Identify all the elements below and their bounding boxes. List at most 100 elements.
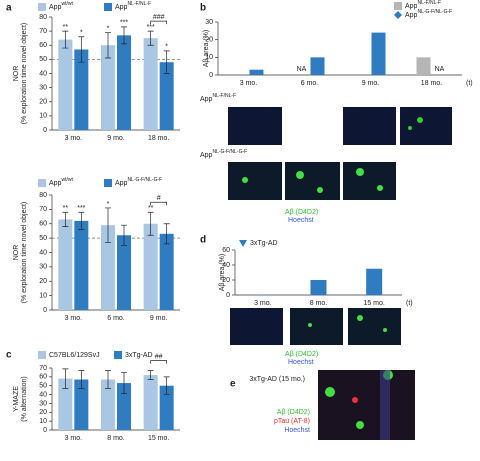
significance: # (157, 195, 161, 202)
significance: ### (153, 14, 165, 21)
y-tick-label: 70 (39, 28, 47, 35)
x-tick-label: 3 mo. (254, 300, 272, 307)
significance: * (107, 201, 110, 208)
legend-marker (38, 179, 46, 187)
x-tick-label: 15 mo. (363, 300, 384, 307)
panel-label: a (6, 3, 12, 14)
y-tick-label: 40 (39, 249, 47, 256)
row-label: AppNL-G-F/NL-G-F (200, 149, 247, 159)
stain-label: pTau (AT-8) (274, 418, 310, 425)
y-axis-label: NOR (13, 66, 20, 82)
y-tick-label: 10 (39, 113, 47, 120)
y-tick-label: 0 (43, 307, 47, 314)
x-tick-label: 3 mo. (65, 135, 83, 142)
x-tick-label: 18 mo. (148, 135, 169, 142)
x-tick-label: 9 mo. (150, 315, 168, 322)
stain-label: Aβ (D4D2) (285, 209, 318, 216)
bar (58, 219, 72, 310)
legend-label: NL-F/NL-F (417, 0, 441, 6)
legend-label: App (49, 4, 62, 11)
legend-label: wt/wt (61, 1, 73, 7)
bar (372, 33, 386, 75)
x-tick-label: 9 mo. (107, 135, 125, 142)
y-tick-label: 70 (39, 206, 47, 213)
y-tick-label: 30 (39, 264, 47, 271)
bar (74, 221, 88, 310)
x-unit: (t) (406, 300, 413, 307)
significance: *** (77, 205, 85, 212)
y-axis-label: Y-MAZE (13, 386, 20, 412)
panel-title: 3xTg-AD (15 mo.) (249, 376, 305, 383)
y-tick-label: 60 (222, 247, 230, 254)
value-label: NA (297, 66, 307, 73)
y-tick-label: 60 (39, 42, 47, 49)
y-tick-label: 50 (39, 383, 47, 390)
legend-marker (38, 3, 46, 11)
y-tick-label: 20 (39, 409, 47, 416)
significance: * (107, 25, 110, 32)
legend-label: 3xTg-AD (125, 352, 153, 359)
x-tick-label: 3 mo. (240, 80, 258, 87)
stain-label: Aβ (D4D2) (277, 409, 310, 416)
x-tick-label: 15 mo. (148, 435, 169, 442)
bar (250, 70, 264, 75)
y-tick-label: 30 (39, 84, 47, 91)
stain-label: Hoechst (284, 427, 310, 434)
legend-label: 3xTg-AD (125, 352, 153, 359)
micrographs (228, 107, 452, 440)
legend-label: NL-F/NL-F (127, 1, 151, 7)
legend-label: App (49, 180, 62, 187)
y-tick-label: 20 (39, 99, 47, 106)
legend-label: NL-G-F/NL-G-F (417, 9, 452, 15)
bracket (151, 361, 167, 364)
significance: ** (63, 205, 69, 212)
y-tick-label: 50 (39, 235, 47, 242)
x-tick-label: 8 mo. (310, 300, 328, 307)
legend-marker (239, 240, 247, 247)
x-tick-label: 9 mo. (362, 80, 380, 87)
bar (58, 40, 72, 130)
y-tick-label: 40 (39, 70, 47, 77)
bar (144, 38, 158, 130)
y-tick-label: 30 (39, 400, 47, 407)
x-tick-label: 18 mo. (421, 80, 442, 87)
bar (311, 57, 325, 75)
panel-label: b (200, 3, 206, 14)
bar (160, 234, 174, 310)
legend-marker (114, 351, 122, 359)
legend-marker (394, 2, 402, 10)
y-tick-label: 20 (39, 278, 47, 285)
significance: *** (120, 20, 128, 27)
legend-label: AppNL-F/NL-F (115, 1, 151, 11)
legend-label: 3xTg-AD (250, 240, 278, 247)
significance: ## (155, 354, 163, 361)
y-tick-label: 50 (39, 56, 47, 63)
y-tick-label: 0 (209, 72, 213, 79)
legend-label: AppNL-G-F/NL-G-F (115, 177, 162, 187)
y-axis-label: Aβ area (%) (203, 30, 210, 67)
legend-label: NL-G-F/NL-G-F (127, 177, 162, 183)
legend-label: AppNL-G-F/NL-G-F (405, 9, 452, 19)
y-tick-label: 0 (43, 427, 47, 434)
x-tick-label: 8 mo. (107, 435, 125, 442)
stain-label: Aβ (D4D2) (285, 351, 318, 358)
legend-label: C57BL6/129SvJ (49, 352, 100, 359)
panel-label: c (6, 350, 12, 361)
significance: * (165, 44, 168, 51)
legend-label: Appwt/wt (49, 1, 73, 11)
legend-label: wt/wt (61, 177, 73, 183)
y-axis-label: (% exploration time novel object) (21, 23, 28, 125)
stain-label: Hoechst (288, 217, 314, 224)
x-tick-label: 6 mo. (107, 315, 125, 322)
y-tick-label: 0 (43, 127, 47, 134)
bar (117, 235, 131, 310)
y-tick-label: 80 (39, 14, 47, 21)
legend-label: Appwt/wt (49, 177, 73, 187)
bar (311, 280, 327, 295)
y-tick-label: 30 (205, 19, 213, 26)
y-axis-label: (% alternation) (21, 376, 28, 422)
bar (144, 224, 158, 310)
legend-marker (104, 3, 112, 11)
legend-label: C57BL6/129SvJ (49, 352, 100, 359)
